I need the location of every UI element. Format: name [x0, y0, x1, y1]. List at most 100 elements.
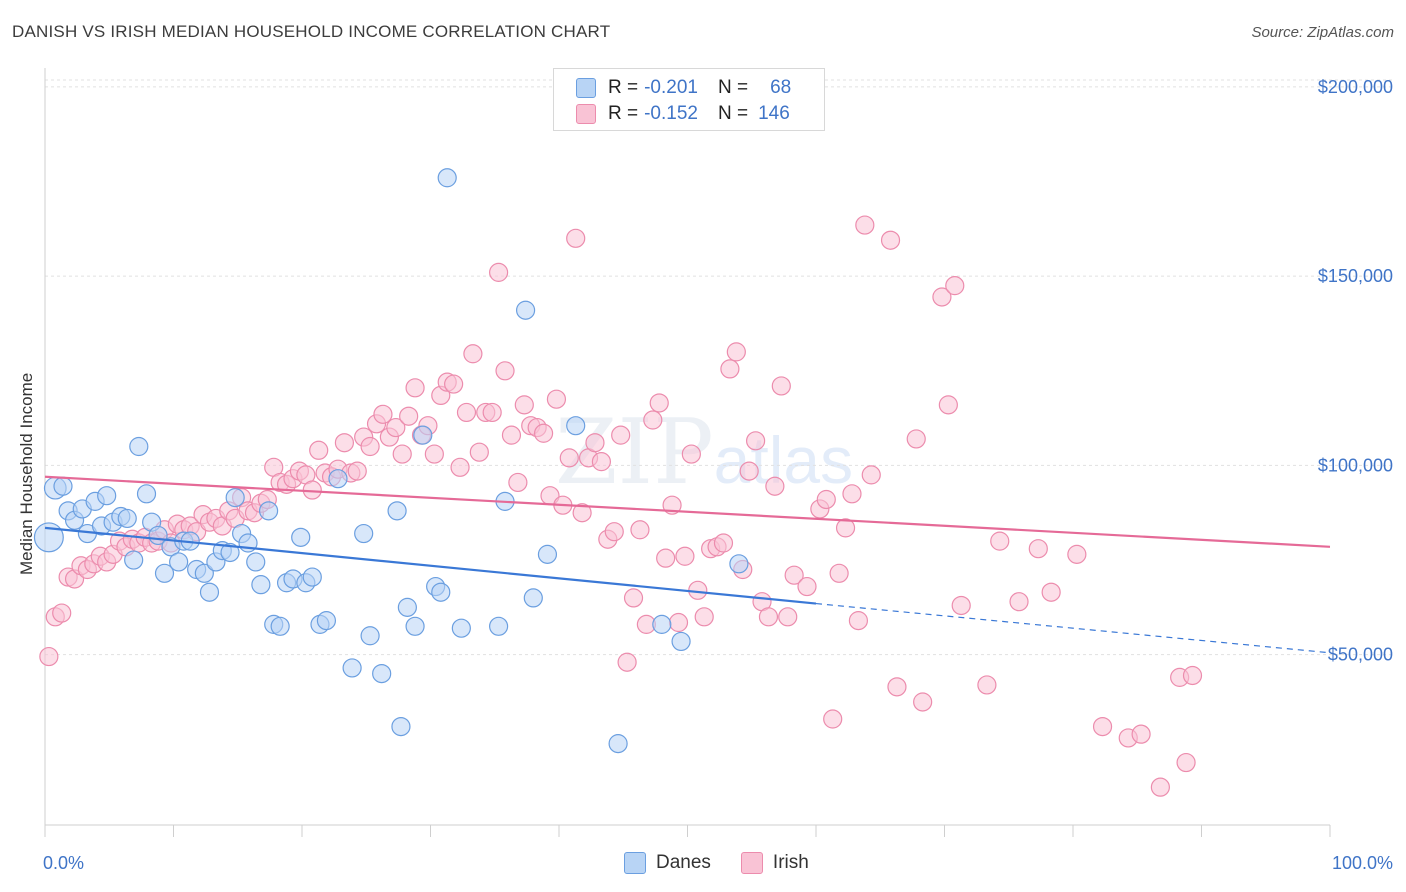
data-point-irish [617, 652, 637, 672]
data-point-irish [720, 359, 740, 379]
legend-r-label: R = [608, 103, 639, 124]
data-point-irish [508, 472, 528, 493]
data-point-danes [246, 552, 266, 572]
stats-legend: R = -0.201 N = 68 R = -0.152 N = 146 [553, 68, 825, 131]
data-point-irish [309, 440, 329, 460]
data-point-danes [360, 626, 380, 646]
data-point-irish [630, 520, 650, 540]
data-point-irish [1009, 592, 1029, 612]
legend-r-value-irish: -0.152 [644, 103, 698, 124]
data-point-danes [33, 522, 64, 553]
data-point-danes [225, 487, 245, 508]
data-point-irish [489, 262, 509, 282]
trend-line-extension-danes [815, 602, 1331, 654]
data-point-irish [932, 287, 952, 307]
legend-n-value-irish: 146 [758, 103, 790, 124]
data-point-irish [765, 476, 785, 496]
data-point-danes [537, 544, 558, 564]
data-point-irish [469, 442, 489, 462]
data-point-irish [514, 395, 534, 415]
data-point-irish [546, 389, 567, 409]
data-point-danes [342, 658, 362, 678]
x-tick-label: 0.0% [43, 853, 84, 873]
trend-line-irish [44, 475, 1331, 548]
data-point-irish [643, 410, 663, 430]
data-point-danes [291, 527, 311, 547]
data-point-irish [681, 444, 701, 464]
data-point-danes [608, 734, 628, 754]
legend-n-label: N = [717, 77, 749, 98]
legend-swatch-irish [740, 852, 763, 874]
data-point-irish [572, 503, 592, 523]
data-point-danes [671, 631, 691, 652]
data-point-danes [270, 616, 290, 636]
data-point-irish [816, 489, 836, 510]
data-point-danes [124, 550, 144, 570]
data-point-danes [129, 436, 149, 457]
data-point-danes [328, 469, 348, 489]
data-point-irish [829, 563, 849, 583]
legend-label-irish: Irish [772, 852, 809, 873]
data-point-irish [713, 533, 734, 553]
data-point-danes [437, 168, 457, 188]
data-point-irish [482, 402, 502, 423]
data-point-danes [729, 554, 749, 574]
data-point-irish [694, 607, 714, 627]
legend-r-label: R = [608, 77, 639, 98]
data-point-irish [463, 344, 483, 364]
data-point-irish [424, 444, 444, 464]
data-point-irish [450, 457, 470, 477]
trend-line-danes [44, 526, 817, 605]
data-point-irish [823, 709, 843, 729]
data-point-irish [1028, 539, 1048, 559]
data-point-irish [842, 484, 862, 504]
legend-n-label: N = [717, 103, 749, 124]
data-point-irish [913, 692, 933, 712]
data-point-danes [387, 501, 407, 521]
data-point-irish [1041, 582, 1061, 602]
data-point-irish [758, 607, 779, 627]
data-point-danes [372, 663, 392, 684]
legend-row-danes: R = -0.201 N = 68 [576, 76, 791, 100]
legend-item-irish[interactable]: Irish [740, 852, 809, 874]
legend-label-danes: Danes [656, 852, 711, 873]
data-point-irish [373, 404, 393, 424]
data-point-irish [887, 677, 907, 697]
data-point-danes [199, 582, 220, 602]
data-point-irish [649, 393, 669, 413]
y-tick-label: $50,000 [1328, 645, 1393, 665]
data-point-irish [604, 522, 624, 542]
data-point-danes [397, 597, 417, 617]
data-point-irish [611, 425, 631, 445]
data-point-irish [1131, 724, 1151, 744]
data-point-irish [1176, 752, 1196, 773]
data-point-irish [501, 425, 522, 445]
data-point-danes [391, 716, 411, 737]
data-point-irish [739, 461, 759, 481]
data-point-danes [489, 616, 509, 636]
data-point-irish [392, 444, 412, 464]
y-tick-label: $200,000 [1318, 77, 1393, 97]
data-point-irish [861, 465, 881, 485]
data-point-irish [1150, 777, 1170, 797]
data-point-irish [771, 376, 791, 396]
legend-item-danes[interactable]: Danes [624, 852, 711, 874]
data-point-danes [354, 523, 374, 544]
data-point-danes [97, 486, 117, 506]
data-point-irish [797, 576, 817, 597]
data-point-irish [951, 595, 971, 616]
data-point-irish [778, 607, 798, 627]
data-point-danes [413, 425, 433, 445]
data-point-irish [360, 436, 380, 457]
data-point-irish [990, 531, 1010, 551]
data-point-danes [515, 300, 536, 320]
legend-swatch-danes [576, 78, 596, 98]
data-point-irish [784, 565, 804, 585]
data-point-irish [675, 546, 695, 566]
data-point-danes [169, 552, 189, 572]
data-point-irish [848, 611, 869, 631]
data-point-irish [880, 230, 901, 250]
data-point-irish [668, 612, 689, 633]
legend-n-value-danes: 68 [770, 77, 792, 98]
data-point-irish [906, 429, 926, 449]
